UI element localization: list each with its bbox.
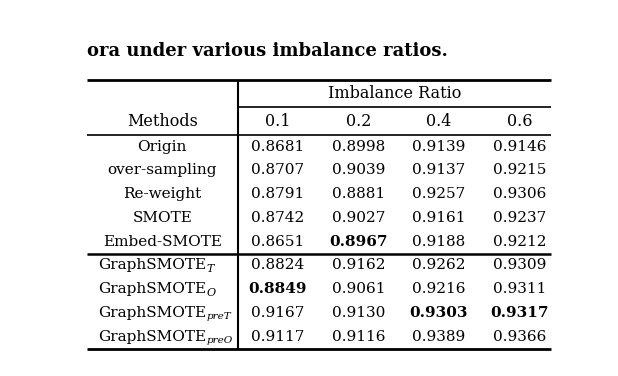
Text: GraphSMOTE: GraphSMOTE xyxy=(98,306,206,320)
Text: 0.8967: 0.8967 xyxy=(329,235,387,249)
Text: 0.9309: 0.9309 xyxy=(493,258,546,273)
Text: GraphSMOTE: GraphSMOTE xyxy=(98,282,206,296)
Text: 0.9389: 0.9389 xyxy=(412,330,465,344)
Text: 0.9116: 0.9116 xyxy=(332,330,385,344)
Text: GraphSMOTE: GraphSMOTE xyxy=(98,258,206,273)
Text: O: O xyxy=(207,288,216,298)
Text: 0.8742: 0.8742 xyxy=(252,211,305,225)
Text: preO: preO xyxy=(207,336,233,345)
Text: 0.8881: 0.8881 xyxy=(332,187,385,201)
Text: 0.2: 0.2 xyxy=(345,113,371,130)
Text: 0.1: 0.1 xyxy=(265,113,290,130)
Text: 0.8824: 0.8824 xyxy=(252,258,305,273)
Text: Origin: Origin xyxy=(138,140,187,154)
Text: 0.8998: 0.8998 xyxy=(332,140,385,154)
Text: 0.6: 0.6 xyxy=(507,113,532,130)
Text: 0.9137: 0.9137 xyxy=(412,164,465,177)
Text: SMOTE: SMOTE xyxy=(132,211,192,225)
Text: preT: preT xyxy=(207,312,231,321)
Text: 0.9027: 0.9027 xyxy=(332,211,385,225)
Text: 0.9188: 0.9188 xyxy=(412,235,465,249)
Text: 0.9311: 0.9311 xyxy=(493,282,546,296)
Text: Embed-SMOTE: Embed-SMOTE xyxy=(103,235,222,249)
Text: 0.9366: 0.9366 xyxy=(493,330,546,344)
Text: GraphSMOTE: GraphSMOTE xyxy=(98,330,206,344)
Text: 0.8849: 0.8849 xyxy=(248,282,307,296)
Text: 0.9117: 0.9117 xyxy=(252,330,305,344)
Text: 0.9212: 0.9212 xyxy=(493,235,546,249)
Text: Imbalance Ratio: Imbalance Ratio xyxy=(328,85,461,102)
Text: 0.9130: 0.9130 xyxy=(332,306,385,320)
Text: 0.9215: 0.9215 xyxy=(493,164,546,177)
Text: 0.4: 0.4 xyxy=(426,113,452,130)
Text: 0.9317: 0.9317 xyxy=(490,306,549,320)
Text: 0.9162: 0.9162 xyxy=(332,258,385,273)
Text: 0.9167: 0.9167 xyxy=(252,306,305,320)
Text: 0.9216: 0.9216 xyxy=(412,282,465,296)
Text: 0.9061: 0.9061 xyxy=(332,282,385,296)
Text: 0.8681: 0.8681 xyxy=(252,140,305,154)
Text: over-sampling: over-sampling xyxy=(108,164,217,177)
Text: 0.9262: 0.9262 xyxy=(412,258,465,273)
Text: Methods: Methods xyxy=(127,113,198,130)
Text: 0.9237: 0.9237 xyxy=(493,211,546,225)
Text: 0.9161: 0.9161 xyxy=(412,211,465,225)
Text: 0.9139: 0.9139 xyxy=(412,140,465,154)
Text: 0.9039: 0.9039 xyxy=(332,164,385,177)
Text: 0.8651: 0.8651 xyxy=(252,235,305,249)
Text: T: T xyxy=(207,264,214,274)
Text: 0.9257: 0.9257 xyxy=(412,187,465,201)
Text: Re-weight: Re-weight xyxy=(123,187,201,201)
Text: 0.8791: 0.8791 xyxy=(252,187,305,201)
Text: 0.9303: 0.9303 xyxy=(410,306,468,320)
Text: 0.9306: 0.9306 xyxy=(493,187,546,201)
Text: 0.8707: 0.8707 xyxy=(252,164,305,177)
Text: ora under various imbalance ratios.: ora under various imbalance ratios. xyxy=(87,42,447,60)
Text: 0.9146: 0.9146 xyxy=(493,140,546,154)
